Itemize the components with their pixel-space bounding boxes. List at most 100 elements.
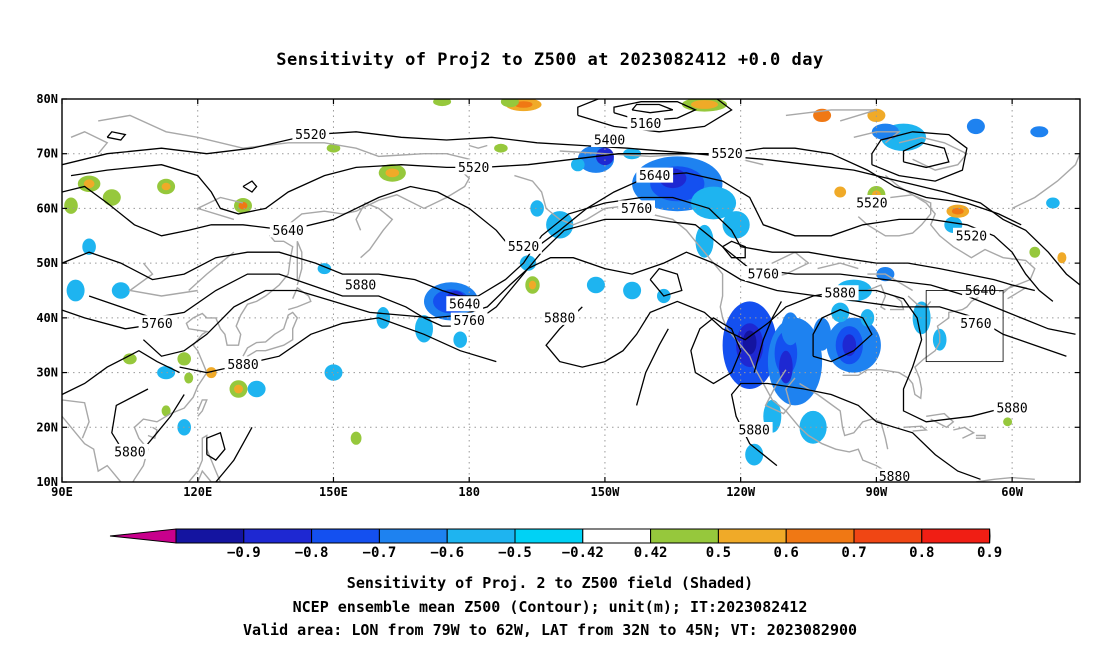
lon-label: 60W — [1001, 485, 1023, 499]
lon-label: 90E — [51, 485, 73, 499]
contour-label: 5880 — [879, 470, 910, 485]
contour-line — [722, 240, 746, 259]
sensitivity-blob — [528, 280, 537, 290]
colorbar-cell — [650, 528, 719, 544]
sensitivity-blob — [350, 431, 362, 445]
sensitivity-blob — [123, 353, 137, 365]
contour-label: 5640 — [273, 224, 304, 239]
sensitivity-blob — [860, 309, 875, 327]
contour-label-bg — [269, 222, 307, 238]
sensitivity-blob — [82, 238, 96, 255]
coastline-segment — [288, 286, 312, 311]
coastline-segment — [98, 114, 471, 482]
colorbar-label: 0.8 — [909, 545, 934, 561]
lat-label: 40N — [36, 311, 58, 325]
colorbar-cell — [514, 528, 584, 544]
sensitivity-blob — [799, 410, 827, 444]
sensitivity-blob — [161, 182, 171, 191]
contour-label: 5520 — [295, 128, 326, 143]
sensitivity-blob — [415, 315, 433, 343]
contour-label-bg — [505, 238, 542, 254]
colorbar-cell — [243, 528, 313, 544]
contour-label: 5880 — [227, 358, 258, 373]
sensitivity-blob — [834, 186, 847, 198]
coastline-segment — [867, 273, 913, 292]
colorbar-label: −0.6 — [430, 545, 464, 561]
map-frame — [61, 98, 1081, 483]
contour-label-bg — [446, 296, 484, 312]
colorbar-cell — [378, 528, 448, 544]
contour-label-bg — [744, 266, 782, 282]
coastline-segment — [764, 369, 796, 415]
contour-line — [62, 349, 180, 396]
valid-area-box — [925, 290, 1004, 363]
contour-label-bg — [962, 282, 999, 298]
sensitivity-blob — [745, 443, 764, 466]
sensitivity-blob — [722, 211, 750, 239]
contour-line — [902, 142, 950, 169]
map-axes: 90E 120E 150E 180 150W 120W 90W 60W 10N 20N 30N 40N… — [36, 92, 1080, 499]
lat-label: 10N — [36, 475, 58, 489]
contour-label-bg — [292, 126, 330, 142]
sensitivity-blob — [234, 384, 243, 394]
lon-label: 180 — [458, 485, 480, 499]
sensitivity-blob — [530, 200, 544, 217]
coastline-segment — [188, 251, 235, 292]
sensitivity-blob — [326, 143, 341, 153]
sensitivity-blob — [184, 372, 194, 384]
sensitivity-blob — [831, 302, 850, 323]
lat-label: 30N — [36, 366, 58, 380]
colorbar-cell — [311, 528, 380, 544]
colorbar-label: 0.7 — [841, 545, 866, 561]
coastline-segment — [953, 426, 976, 439]
coastline-segment — [242, 311, 299, 368]
contour-line — [62, 131, 1080, 286]
contour-label: 5760 — [960, 317, 991, 332]
coastline-segment — [296, 241, 303, 286]
contour-line — [635, 328, 669, 406]
lon-label: 120W — [726, 485, 756, 499]
contour-line — [206, 431, 226, 461]
footer-line-1: Sensitivity of Proj. 2 to Z500 field (Sh… — [346, 574, 754, 592]
contour-line — [871, 131, 968, 182]
colorbar-label: −0.7 — [363, 545, 397, 561]
contour-label: 5520 — [856, 197, 887, 212]
sensitivity-blob — [1030, 126, 1049, 138]
coastline-segment — [975, 434, 986, 439]
contour-label: 5760 — [621, 202, 652, 217]
contour-line — [631, 103, 674, 114]
footer-line-2: NCEP ensemble mean Z500 (Contour); unit(… — [292, 598, 808, 616]
colorbar-label: 0.5 — [706, 545, 731, 561]
contour-line — [242, 180, 258, 193]
coastline-segment — [898, 136, 969, 171]
contour-label: 5520 — [508, 240, 539, 255]
contour-label: 5760 — [141, 317, 172, 332]
sensitivity-blob — [586, 276, 605, 294]
lat-label: 60N — [36, 201, 58, 215]
sensitivity-blob — [951, 207, 964, 215]
colorbar-cell — [785, 528, 855, 544]
sensitivity-blob — [571, 158, 585, 172]
colorbar-cell — [582, 528, 652, 544]
coastline-segment — [62, 415, 122, 482]
sensitivity-blob — [742, 330, 757, 355]
coastline-segment — [355, 202, 394, 259]
sensitivity-blob — [1046, 197, 1060, 209]
colorbar-label: −0.5 — [498, 545, 532, 561]
sensitivity-blob — [813, 317, 832, 351]
colorbar-cell — [175, 528, 245, 544]
sensitivity-blob — [66, 279, 85, 302]
colorbar-cell — [446, 528, 516, 544]
colorbar-cell — [717, 528, 787, 544]
sensitivity-blob — [157, 366, 176, 380]
colorbar-cell — [921, 528, 991, 544]
sensitivity-blob — [1029, 246, 1041, 258]
sensitivity-blob — [102, 189, 121, 206]
contour-label-bg — [455, 159, 493, 175]
coastline-segment — [188, 434, 222, 482]
coastline-segment — [70, 131, 109, 155]
sensitivity-blob — [514, 101, 533, 108]
sensitivity-blob — [595, 147, 614, 166]
colorbar: −0.9 −0.8 −0.7 −0.6 −0.5 −0.42 0.42 0.5 0.6 0.7 0.… — [109, 528, 1002, 561]
